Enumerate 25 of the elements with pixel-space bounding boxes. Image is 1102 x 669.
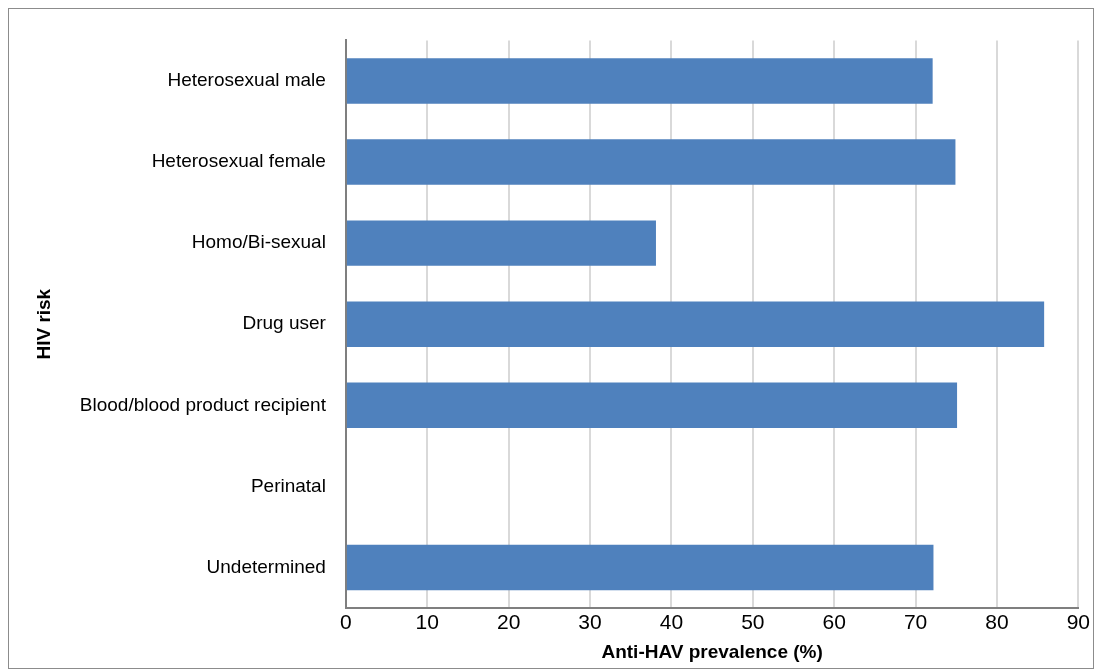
y-tick-label: Undetermined	[206, 555, 326, 577]
bar	[346, 544, 934, 591]
x-tick-label: 90	[1066, 610, 1090, 634]
y-tick-label: Perinatal	[250, 474, 326, 496]
bar	[346, 382, 958, 428]
x-tick-label: 60	[822, 610, 846, 634]
y-tick-label: Homo/Bi-sexual	[191, 231, 326, 253]
bar	[346, 220, 656, 266]
bar	[346, 301, 1045, 347]
x-tick-label: 20	[496, 610, 521, 634]
x-axis-title: Anti-HAV prevalence (%)	[601, 640, 823, 662]
x-tick-label: 10	[415, 610, 439, 634]
x-tick-label: 40	[659, 610, 684, 634]
y-tick-label: Heterosexual male	[167, 69, 326, 91]
y-tick-label: Drug user	[242, 312, 327, 334]
x-tick-label: 0	[340, 610, 352, 634]
y-axis-title: HIV risk	[32, 288, 54, 360]
x-tick-label: 50	[741, 610, 765, 634]
x-tick-label: 80	[985, 610, 1009, 634]
bar	[346, 139, 956, 185]
y-tick-label: Heterosexual female	[151, 150, 326, 172]
x-tick-label: 70	[903, 610, 928, 634]
bar	[346, 58, 933, 104]
y-tick-label: Blood/blood product recipient	[79, 393, 327, 415]
x-tick-label: 30	[578, 610, 602, 634]
